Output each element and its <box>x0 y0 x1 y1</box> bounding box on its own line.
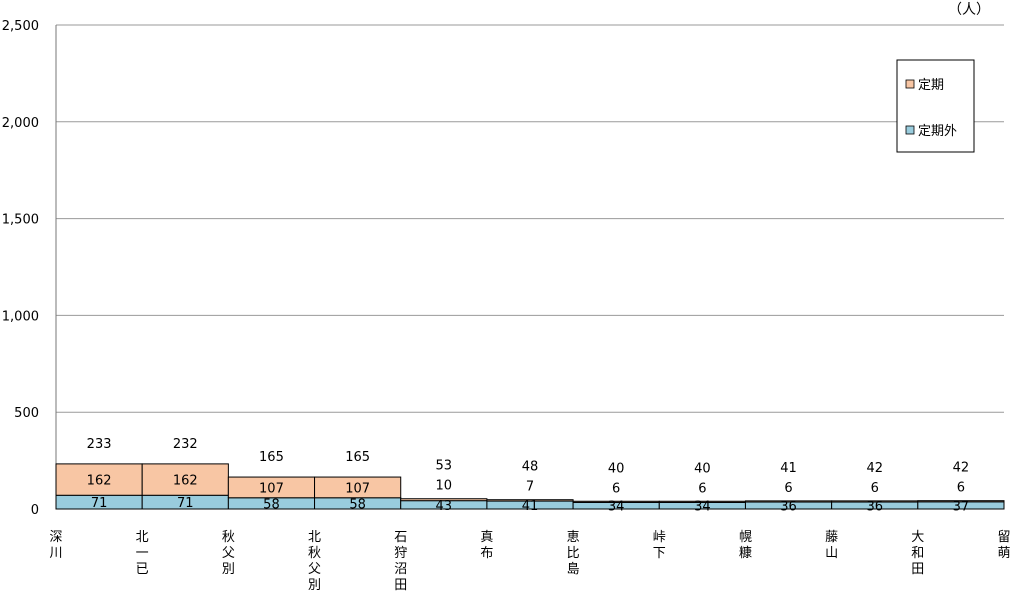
legend-swatch-teiki <box>905 79 915 89</box>
station-label: 藤山 <box>825 530 838 561</box>
value-label-teiki: 6 <box>698 481 706 496</box>
station-label: 真布 <box>480 530 493 561</box>
gridlines <box>56 24 1004 413</box>
y-tick-label: 0 <box>31 503 39 518</box>
legend-label-teiki: 定期 <box>918 78 944 93</box>
y-tick-label: 500 <box>14 406 39 421</box>
y-tick-label: 2,500 <box>2 19 39 34</box>
y-tick-label: 1,000 <box>2 309 39 324</box>
value-label-teikigai: 71 <box>91 496 108 511</box>
station-label: 峠下 <box>653 530 666 561</box>
value-label-teikigai: 34 <box>694 500 711 515</box>
total-label: 42 <box>953 461 970 476</box>
y-axis: 0 500 1,000 1,500 2,000 2,500 <box>2 19 57 518</box>
y-tick-label: 2,000 <box>2 116 39 131</box>
total-label: 42 <box>866 461 883 476</box>
value-label-teikigai: 36 <box>866 500 883 515</box>
station-label: 北秋父別 <box>308 530 321 593</box>
value-label-teikigai: 37 <box>953 499 970 514</box>
value-label-teiki: 162 <box>87 474 112 489</box>
legend: 定期 定期外 <box>896 59 975 153</box>
station-label: 石狩沼田 <box>394 530 407 593</box>
value-label-teikigai: 43 <box>436 499 453 514</box>
value-label-teikigai: 41 <box>522 499 539 514</box>
value-label-teikigai: 36 <box>780 500 797 515</box>
bar-teiki <box>141 463 229 496</box>
total-label: 40 <box>694 461 711 476</box>
y-tick-label: 1,500 <box>2 213 39 228</box>
bars <box>55 463 1005 510</box>
station-label: 大和田 <box>911 530 924 577</box>
total-label: 165 <box>345 450 370 465</box>
total-label: 53 <box>436 459 453 474</box>
bar-teiki <box>486 499 574 502</box>
total-label: 165 <box>259 450 284 465</box>
value-label-teikigai: 34 <box>608 500 625 515</box>
station-label: 恵比島 <box>567 530 580 577</box>
value-label-teiki: 10 <box>436 479 453 494</box>
bar-teiki <box>917 500 1005 503</box>
value-label-teiki: 6 <box>957 481 965 496</box>
station-label: 北一已 <box>136 530 149 577</box>
value-label-teiki: 162 <box>173 474 198 489</box>
total-label: 233 <box>87 437 112 452</box>
value-label-teiki: 107 <box>259 481 284 496</box>
value-label-teiki: 7 <box>526 480 534 495</box>
legend-swatch-teikigai <box>905 125 915 135</box>
value-label-teiki: 6 <box>612 481 620 496</box>
legend-box <box>896 59 975 153</box>
station-label: 深川 <box>49 530 62 561</box>
station-label: 幌糠 <box>739 529 752 561</box>
unit-label: （人） <box>948 2 990 18</box>
station-label: 秋父別 <box>222 530 235 577</box>
total-label: 40 <box>608 461 625 476</box>
value-label-teikigai: 58 <box>349 497 366 512</box>
station-label: 留萌 <box>997 530 1010 561</box>
bar-teiki <box>314 476 402 499</box>
total-label: 41 <box>780 461 797 476</box>
value-label-teikigai: 71 <box>177 496 194 511</box>
total-label: 48 <box>522 460 539 475</box>
total-label: 232 <box>173 437 198 452</box>
x-axis: 深川 北一已 秋父別 北秋父別 石狩沼田 真布 恵比島 峠下 幌糠 藤山 大和田 留萌 <box>49 508 1011 593</box>
value-label-teiki: 6 <box>784 481 792 496</box>
value-label-teikigai: 58 <box>263 497 280 512</box>
legend-label-teikigai: 定期外 <box>918 124 957 139</box>
value-label-teiki: 6 <box>871 481 879 496</box>
value-label-teiki: 107 <box>345 481 370 496</box>
data-labels: 7116223371162232581071655810716543105341… <box>87 437 970 515</box>
